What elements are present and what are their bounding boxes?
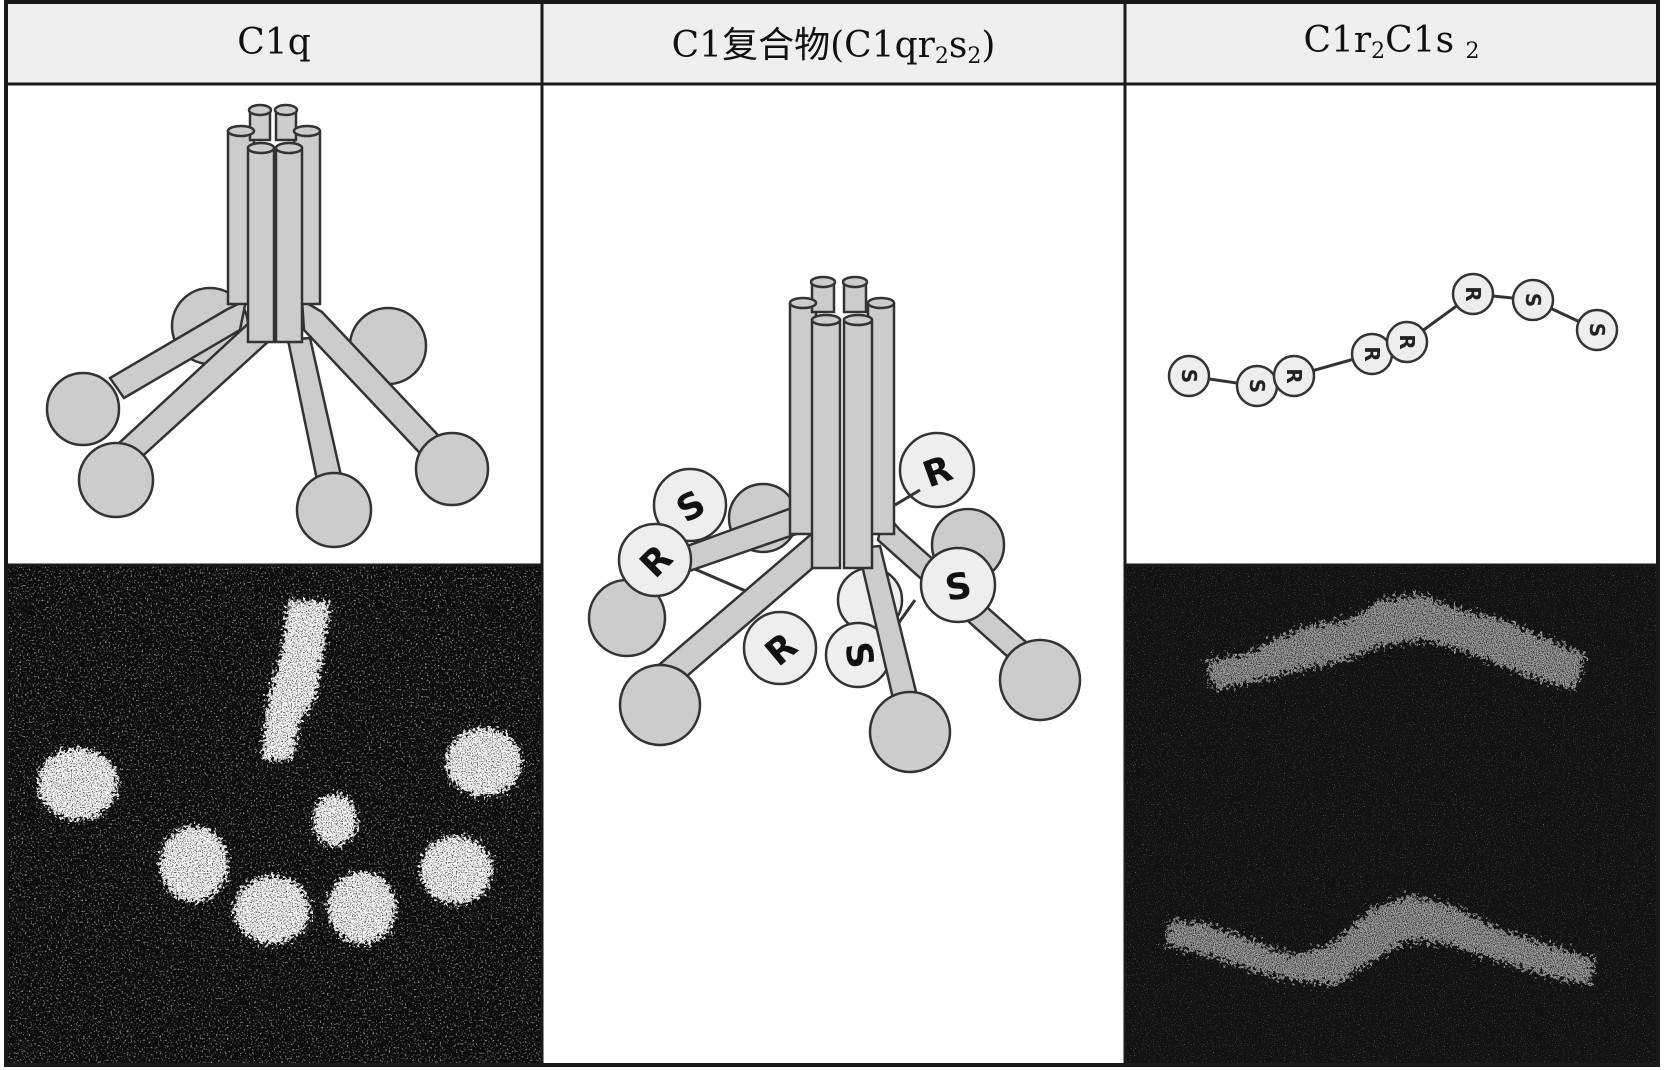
micrograph-c1r2c1s2: [1125, 565, 1658, 1065]
table-grid: [4, 0, 1660, 1067]
chain-label-8: S: [1585, 323, 1609, 337]
chain-label-1: S: [1177, 369, 1201, 383]
c1-complex-illustration: [587, 275, 1082, 774]
header-c1-complex: C1复合物(C1qr2s2): [542, 0, 1125, 84]
header-c1r2c1s2-label: C1r2C1s 2: [1303, 20, 1480, 64]
chain-label-5: R: [1395, 334, 1419, 349]
chain-label-6: R: [1461, 286, 1485, 301]
header-c1-complex-label: C1复合物(C1qr2s2): [671, 24, 996, 69]
header-c1r2c1s2: C1r2C1s 2: [1125, 0, 1658, 84]
chain-label-2: S: [1245, 379, 1269, 393]
c1r2c1s2-chain: [1167, 272, 1619, 408]
c1q-illustration: [45, 103, 490, 549]
chain-label-3: R: [1282, 368, 1306, 383]
micrograph-c1q: [6, 565, 542, 1065]
chain-label-7: S: [1521, 293, 1545, 307]
header-c1q-label: C1q: [237, 21, 311, 63]
header-c1q: C1q: [6, 0, 542, 84]
c1r2c1s2-chain-labels: S S R R R R S S: [1177, 286, 1609, 393]
chain-label-4: R: [1360, 346, 1384, 361]
